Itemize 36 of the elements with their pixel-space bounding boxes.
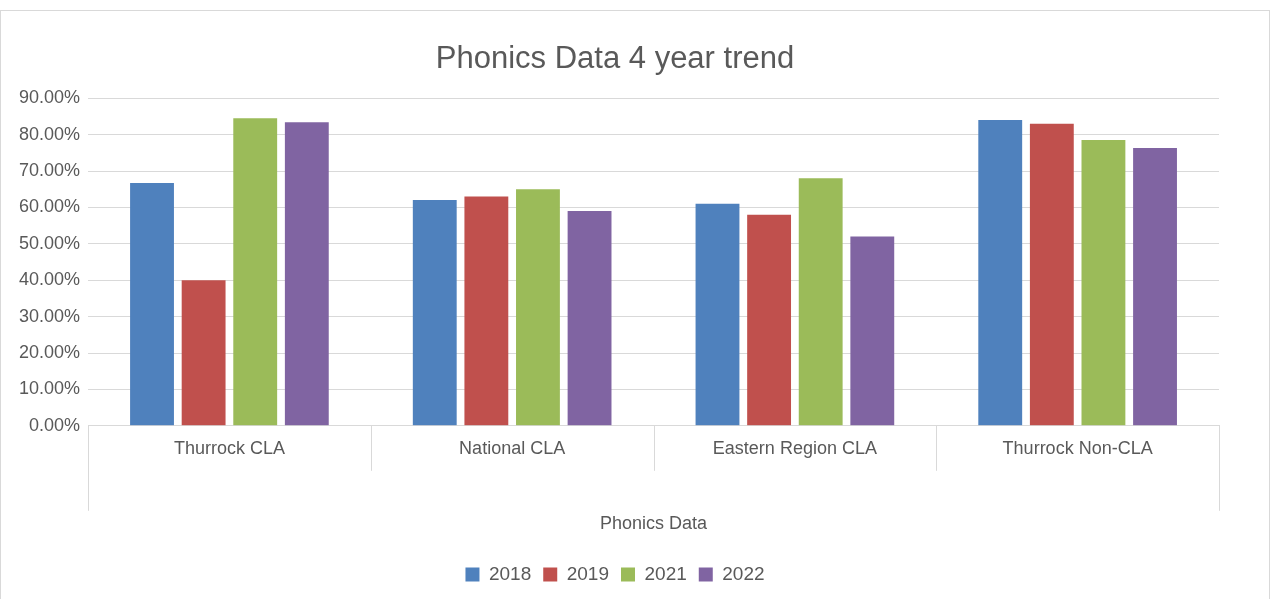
bar (130, 183, 174, 426)
bar (747, 214, 792, 426)
x-tick-label: Thurrock Non-CLA (1002, 437, 1153, 458)
bar (284, 122, 329, 426)
x-tick-label: Thurrock CLA (173, 437, 285, 458)
x-axis-title: Phonics Data (599, 513, 709, 534)
bar (464, 196, 509, 426)
bar (1133, 148, 1177, 426)
y-tick-label: 30.00% (18, 305, 81, 326)
bar (233, 118, 278, 426)
bar (1029, 123, 1074, 426)
bar (695, 203, 740, 426)
y-tick-label: 40.00% (18, 269, 81, 290)
bar (798, 178, 843, 426)
bar (567, 211, 612, 426)
legend-label: 2021 (644, 562, 687, 584)
x-tick-label: Eastern Region CLA (712, 437, 877, 458)
x-tick-label: National CLA (459, 437, 566, 458)
chart-title: Phonics Data 4 year trend (435, 40, 795, 76)
y-tick-label: 50.00% (18, 232, 81, 253)
legend-label: 2022 (722, 562, 765, 584)
y-tick-label: 10.00% (18, 378, 81, 399)
y-tick-label: 20.00% (18, 341, 81, 362)
bar (181, 280, 226, 426)
y-tick-label: 60.00% (18, 196, 81, 217)
y-tick-label: 90.00% (18, 87, 81, 108)
bar (978, 120, 1023, 426)
bar (516, 189, 560, 426)
bar (412, 200, 457, 426)
y-tick-label: 80.00% (18, 123, 81, 144)
y-tick-label: 0.00% (29, 414, 81, 435)
legend-label: 2019 (566, 562, 610, 584)
legend-label: 2018 (488, 562, 532, 584)
bar (1081, 140, 1126, 426)
bar (850, 236, 895, 426)
y-tick-label: 70.00% (18, 159, 81, 180)
